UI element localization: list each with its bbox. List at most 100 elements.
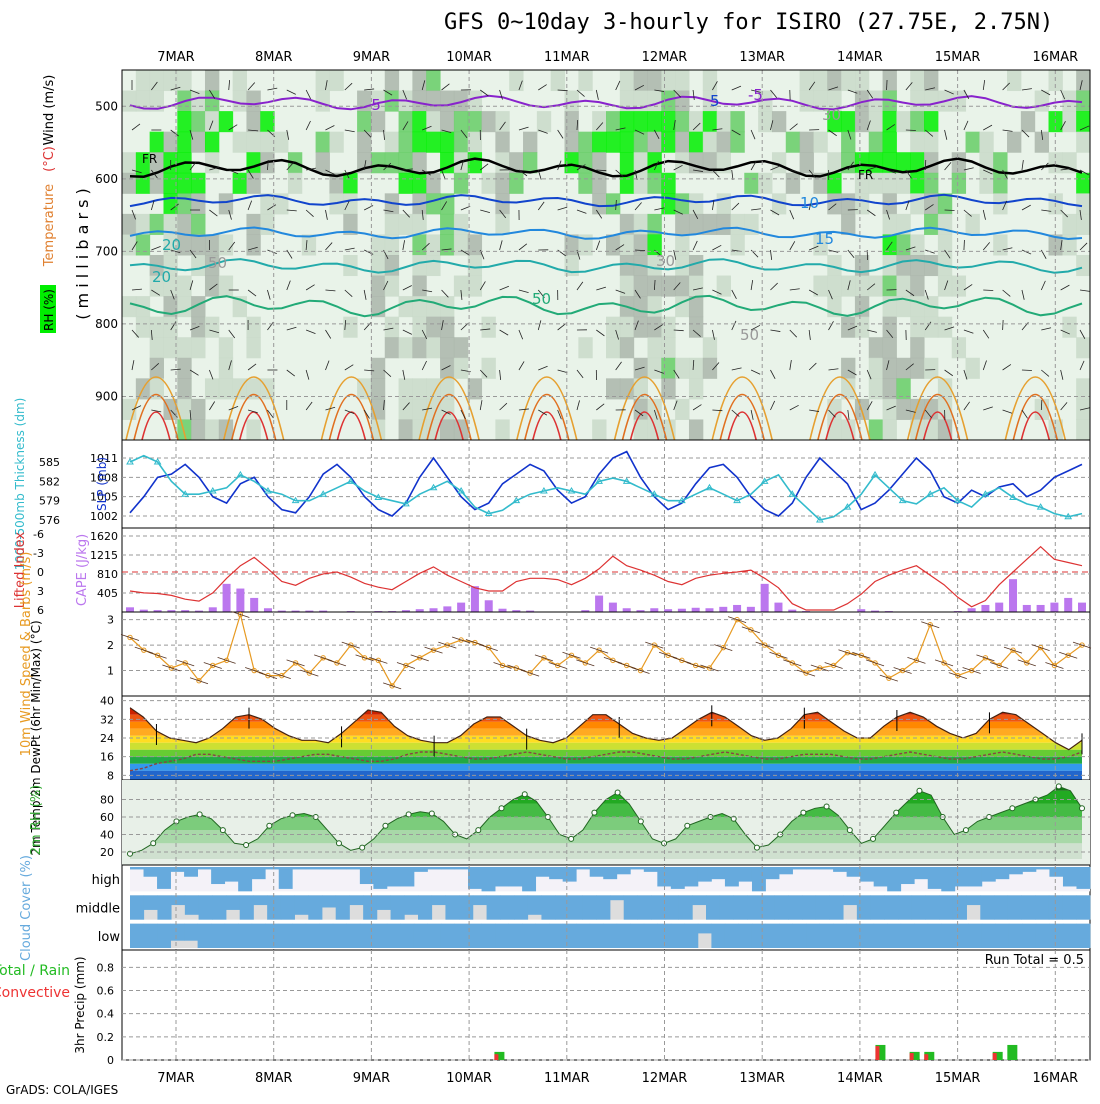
rh-cell <box>495 132 509 153</box>
rh-cell <box>385 337 399 358</box>
rh-cell <box>578 337 592 358</box>
wind-barb <box>925 160 926 170</box>
cloud-axis-label: Cloud Cover (%) <box>19 855 34 961</box>
rh-cell <box>606 234 620 255</box>
rh-legend-label: RH (%) <box>42 289 56 331</box>
cloud-bar <box>240 895 254 919</box>
rh-cell <box>910 173 924 194</box>
rh-cell <box>122 91 136 112</box>
rh-cell <box>938 234 952 255</box>
cloud-bar <box>1076 924 1090 948</box>
rh-cell <box>205 132 219 153</box>
rh-cell <box>620 132 634 153</box>
rh-cell <box>191 173 205 194</box>
cloud-bar <box>967 895 981 905</box>
cloud-bar <box>928 867 942 889</box>
rh-cell <box>177 337 191 358</box>
cape-bar <box>223 584 231 612</box>
cloud-bar <box>522 924 536 948</box>
rh-cell <box>260 214 274 235</box>
cloud-bar <box>377 895 391 910</box>
rh-cell <box>924 255 938 276</box>
date-label-bottom: 16MAR <box>1032 1071 1078 1086</box>
cloud-bar <box>349 895 363 905</box>
rh-cell <box>855 276 869 297</box>
temp-band <box>122 696 1090 715</box>
cloud-bar <box>576 924 590 948</box>
cloud-bar <box>590 924 604 948</box>
rh-cell <box>316 152 330 173</box>
thickness-tick-label: 576 <box>39 514 60 527</box>
cloud-bar <box>279 867 293 889</box>
rh-cell <box>136 70 150 91</box>
pressure-tick-label: 500 <box>95 99 118 113</box>
rh2m-point <box>615 790 620 795</box>
precip-convective-bar <box>494 1054 498 1060</box>
rh-cell <box>993 173 1007 194</box>
rh-cell <box>219 193 233 214</box>
wind-barb <box>964 240 965 250</box>
precip-convective-bar <box>924 1054 928 1060</box>
cloud-bar <box>549 867 563 879</box>
precip-axis-label: 3hr Precip (mm) <box>73 956 87 1053</box>
rh-cell <box>440 132 454 153</box>
rh-cell <box>606 111 620 132</box>
rh-cell <box>399 132 413 153</box>
rh-cell <box>399 173 413 194</box>
cloud-bar <box>860 867 874 882</box>
cloud-bar <box>322 895 336 907</box>
rh-cell <box>191 91 205 112</box>
wind-barb <box>983 290 993 291</box>
rh-cell <box>219 337 233 358</box>
rh-cell <box>329 70 343 91</box>
rh-cell <box>661 70 675 91</box>
lifted-tick-label: -3 <box>33 547 44 560</box>
cloud-bar <box>468 924 482 948</box>
cloud-bar <box>226 895 240 910</box>
cape-frame <box>122 528 1090 612</box>
rh-cell <box>1035 91 1049 112</box>
cape-bar <box>774 603 782 612</box>
rh-cell <box>136 317 150 338</box>
rh2m-point <box>220 828 225 833</box>
cape-bar <box>250 598 258 612</box>
rh-cell <box>910 296 924 317</box>
cloud-bar <box>644 867 658 872</box>
cloud-bar <box>252 867 266 879</box>
rh-cell <box>150 132 164 153</box>
rh2m-point <box>522 792 527 797</box>
rh-cell <box>661 317 675 338</box>
rh-cell <box>800 152 814 173</box>
rh-cell <box>426 234 440 255</box>
cloud-bar <box>941 924 955 948</box>
rh-cell <box>910 358 924 379</box>
rh-cell <box>730 234 744 255</box>
rh-cell <box>896 399 910 420</box>
rh-cell <box>634 173 648 194</box>
rh-cell <box>454 132 468 153</box>
rh-cell <box>495 173 509 194</box>
rh-cell <box>730 214 744 235</box>
cloud-bar <box>596 895 610 919</box>
rh-cell <box>800 91 814 112</box>
rh-cell <box>883 358 897 379</box>
rh-cell <box>163 337 177 358</box>
rh-cell <box>385 70 399 91</box>
cloud-bar <box>308 895 322 919</box>
cape-axis-label: CAPE (J/kg) <box>75 534 90 606</box>
cloud-bar <box>292 867 306 869</box>
cloud-bar <box>468 867 482 889</box>
wind-tick-label: 3 <box>107 614 114 627</box>
rh-cell <box>357 132 371 153</box>
rh-cell <box>482 111 496 132</box>
cloud-bar <box>333 924 347 948</box>
rh2m-tick-label: 80 <box>100 794 114 807</box>
pressure-tick-label: 800 <box>95 317 118 331</box>
rh-cell <box>883 214 897 235</box>
contour-label: 20 <box>162 236 181 254</box>
cloud-bar <box>373 924 387 948</box>
cloud-bar <box>793 924 807 948</box>
date-label-top: 16MAR <box>1032 50 1078 65</box>
date-label-bottom: 12MAR <box>642 1071 688 1086</box>
